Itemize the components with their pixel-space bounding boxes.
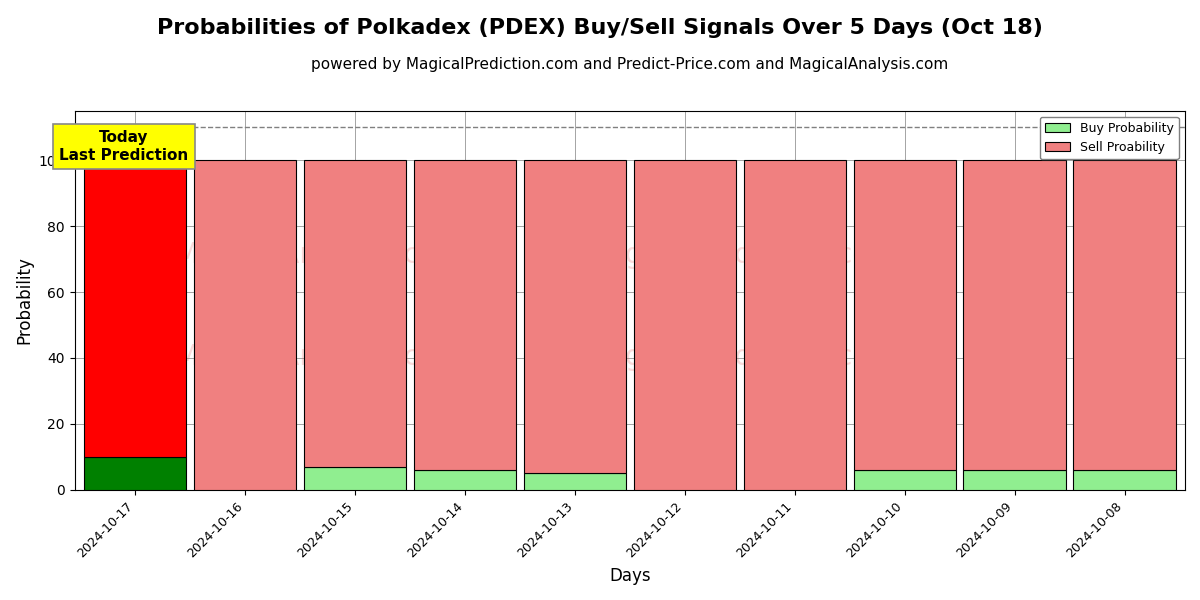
Text: MagicalAnalysis.com: MagicalAnalysis.com [174, 241, 463, 269]
Bar [194, 160, 296, 490]
Bar [84, 160, 186, 457]
Bar [1074, 470, 1176, 490]
Legend: Buy Probability, Sell Proability: Buy Probability, Sell Proability [1040, 117, 1178, 159]
X-axis label: Days: Days [610, 567, 650, 585]
Title: powered by MagicalPrediction.com and Predict-Price.com and MagicalAnalysis.com: powered by MagicalPrediction.com and Pre… [311, 57, 948, 72]
Text: Today
Last Prediction: Today Last Prediction [60, 130, 188, 163]
Bar [853, 160, 955, 470]
Bar [414, 160, 516, 470]
Y-axis label: Probability: Probability [16, 256, 34, 344]
Text: MagicalAnalysis.com: MagicalAnalysis.com [174, 343, 463, 371]
Bar [304, 467, 406, 490]
Bar [853, 470, 955, 490]
Bar [84, 457, 186, 490]
Bar [414, 470, 516, 490]
Bar [634, 160, 736, 490]
Text: Probabilities of Polkadex (PDEX) Buy/Sell Signals Over 5 Days (Oct 18): Probabilities of Polkadex (PDEX) Buy/Sel… [157, 18, 1043, 38]
Bar [964, 470, 1066, 490]
Bar [964, 160, 1066, 470]
Text: MagicalPrediction.com: MagicalPrediction.com [584, 241, 898, 269]
Bar [1074, 160, 1176, 470]
Text: MagicalPrediction.com: MagicalPrediction.com [584, 343, 898, 371]
Bar [744, 160, 846, 490]
Bar [523, 160, 626, 473]
Bar [523, 473, 626, 490]
Bar [304, 160, 406, 467]
